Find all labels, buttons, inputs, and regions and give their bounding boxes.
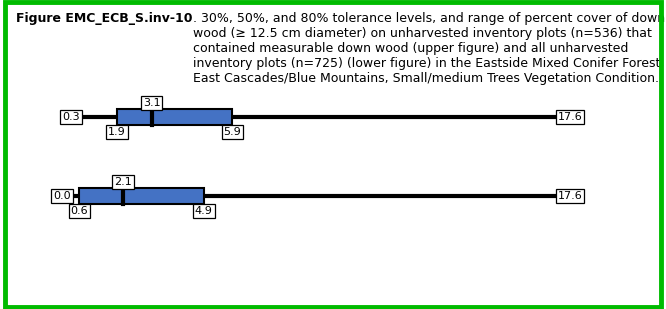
Bar (79, 188, 204, 204)
Text: 17.6: 17.6 (557, 191, 583, 201)
Text: 2.1: 2.1 (114, 176, 132, 187)
Text: 17.6: 17.6 (557, 112, 583, 122)
Text: 0.0: 0.0 (53, 191, 71, 201)
Bar (117, 109, 232, 125)
Text: 0.3: 0.3 (62, 112, 80, 122)
Text: 1.9: 1.9 (108, 127, 126, 137)
Text: . 30%, 50%, and 80% tolerance levels, and range of percent cover of down wood (≥: . 30%, 50%, and 80% tolerance levels, an… (193, 12, 665, 85)
Text: 5.9: 5.9 (224, 127, 241, 137)
Text: 3.1: 3.1 (143, 98, 161, 108)
Text: 4.9: 4.9 (194, 206, 212, 216)
Text: Figure EMC_ECB_S.inv-10: Figure EMC_ECB_S.inv-10 (17, 12, 193, 25)
Text: 0.6: 0.6 (71, 206, 89, 216)
